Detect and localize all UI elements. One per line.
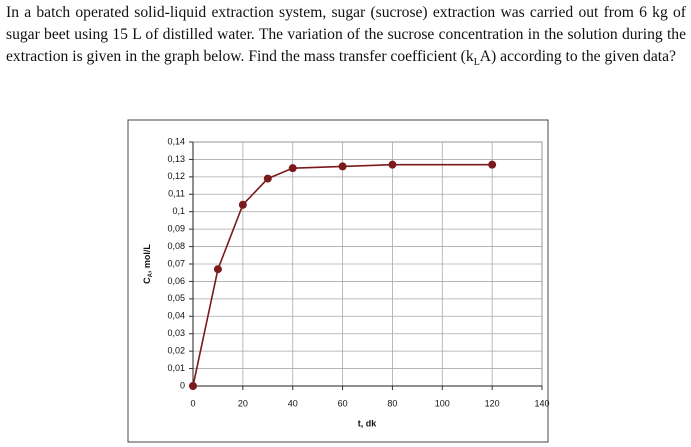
x-axis-label: t, dk [358, 418, 377, 428]
data-point [238, 200, 247, 209]
y-label-rest: , mol/L [142, 244, 152, 274]
y-tick-label: 0,12 [167, 171, 185, 181]
y-tick-label: 0,04 [167, 311, 185, 321]
text: A) according to the given data? [479, 48, 676, 65]
y-tick-label: 0,08 [167, 241, 185, 251]
data-point [189, 382, 197, 390]
y-axis-label: CA, mol/L [142, 244, 153, 284]
x-tick-label: 60 [338, 398, 348, 408]
data-point [213, 265, 222, 274]
problem-text: In a batch operated solid-liquid extract… [6, 2, 686, 74]
y-tick-label: 0,13 [167, 154, 185, 164]
data-point [388, 160, 397, 169]
y-tick-label: 0,05 [167, 293, 185, 303]
data-point [263, 174, 272, 183]
data-point [338, 162, 347, 171]
y-tick-label: 0,03 [167, 328, 185, 338]
x-tick-label: 80 [387, 398, 397, 408]
data-point [288, 164, 297, 173]
x-tick-label: 100 [435, 398, 450, 408]
y-tick-label: 0,02 [167, 346, 185, 356]
x-tick-label: 0 [190, 398, 195, 408]
x-tick-label: 40 [288, 398, 298, 408]
x-tick-label: 140 [534, 398, 549, 408]
text-sub: L [473, 57, 480, 69]
text: In a batch operated solid-liquid extract… [6, 4, 686, 65]
y-tick-label: 0,11 [168, 189, 185, 199]
y-label-main: C [142, 277, 152, 284]
y-tick-label: 0 [180, 380, 185, 390]
y-tick-label: 0,09 [167, 224, 185, 234]
y-label-sub: A [148, 272, 154, 277]
x-tick-label: 20 [238, 398, 248, 408]
data-point [488, 160, 497, 169]
y-tick-label: 0,01 [167, 363, 185, 373]
y-tick-label: 0,07 [167, 258, 185, 268]
y-tick-label: 0,06 [167, 276, 185, 286]
y-tick-label: 0,14 [167, 136, 185, 146]
data-line [192, 163, 493, 387]
x-tick-label: 120 [485, 398, 500, 408]
y-tick-label: 0,1 [172, 206, 185, 216]
